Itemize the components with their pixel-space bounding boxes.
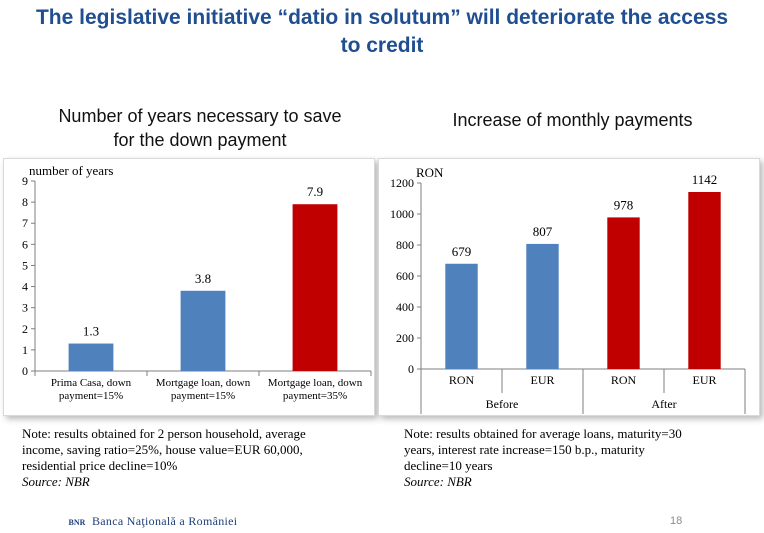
right-chart-y-tick-label: 400 bbox=[396, 300, 414, 314]
left-chart-category-label: Prima Casa, down bbox=[51, 377, 132, 389]
right-chart-y-tick-label: 600 bbox=[396, 269, 414, 283]
left-chart-data-label: 7.9 bbox=[307, 184, 323, 199]
left-chart-y-tick-label: 2 bbox=[22, 322, 28, 336]
left-chart-title-line-1: Number of years necessary to save bbox=[58, 106, 342, 126]
right-chart-data-label: 1142 bbox=[692, 172, 718, 187]
left-chart-category-label: Mortgage loan, down bbox=[156, 377, 251, 389]
right-note-line-1: Note: results obtained for average loans… bbox=[404, 426, 682, 441]
right-note-line-3: decline=10 years bbox=[404, 458, 493, 473]
right-chart-svg: 020040060080010001200RON679RON807EUR978R… bbox=[390, 165, 746, 414]
left-chart-y-tick-label: 7 bbox=[22, 216, 28, 230]
right-chart-data-label: 978 bbox=[614, 197, 634, 212]
bank-emblem-text: BNR bbox=[69, 518, 86, 527]
right-chart-category-label: EUR bbox=[693, 373, 717, 387]
left-chart-y-tick-label: 4 bbox=[22, 280, 28, 294]
left-note-line-1: Note: results obtained for 2 person hous… bbox=[22, 426, 306, 441]
bank-emblem-icon: BNR bbox=[69, 518, 86, 527]
right-note-source: Source: NBR bbox=[404, 474, 472, 489]
slide-title: The legislative initiative “datio in sol… bbox=[0, 4, 764, 60]
left-chart-category-label: payment=15% bbox=[59, 390, 123, 402]
left-chart-category-label: payment=15% bbox=[171, 390, 235, 402]
slide-title-line-1: The legislative initiative “datio in sol… bbox=[35, 6, 729, 29]
right-chart-category-label: EUR bbox=[531, 373, 555, 387]
left-note: Note: results obtained for 2 person hous… bbox=[22, 426, 372, 490]
right-chart-data-label: 679 bbox=[452, 244, 472, 259]
left-chart-bar bbox=[180, 290, 226, 371]
left-chart-title: Number of years necessary to save for th… bbox=[20, 104, 380, 152]
left-chart-title-line-2: for the down payment bbox=[113, 130, 287, 150]
left-chart-y-tick-label: 3 bbox=[22, 301, 28, 315]
left-chart-data-label: 1.3 bbox=[83, 324, 99, 339]
right-chart-y-tick-label: 200 bbox=[396, 331, 414, 345]
left-chart-y-tick-label: 1 bbox=[22, 343, 28, 357]
right-chart-title: Increase of monthly payments bbox=[395, 108, 750, 132]
slide-title-line-2: to credit bbox=[340, 34, 424, 57]
left-chart-category-label: Mortgage loan, down bbox=[268, 377, 363, 389]
right-chart-y-tick-label: 800 bbox=[396, 238, 414, 252]
right-chart-bar bbox=[688, 191, 721, 369]
left-chart-y-tick-label: 6 bbox=[22, 237, 28, 251]
left-note-line-3: residential price decline=10% bbox=[22, 458, 178, 473]
right-chart-bar bbox=[526, 243, 559, 369]
left-note-source: Source: NBR bbox=[22, 474, 90, 489]
left-chart-category-label: payment=35% bbox=[283, 390, 347, 402]
right-chart-data-label: 807 bbox=[533, 224, 553, 239]
bank-name: Banca Naţională a României bbox=[92, 513, 238, 528]
left-chart-data-label: 3.8 bbox=[195, 271, 211, 286]
right-chart-category-label: RON bbox=[449, 373, 475, 387]
page-number: 18 bbox=[670, 515, 683, 527]
right-chart-bar bbox=[445, 263, 478, 369]
right-chart-y-tick-label: 1000 bbox=[390, 207, 414, 221]
right-chart-bar bbox=[607, 217, 640, 369]
right-chart-category-label: RON bbox=[611, 373, 637, 387]
left-chart-y-tick-label: 9 bbox=[22, 174, 28, 188]
right-chart-y-axis-label: RON bbox=[416, 165, 444, 180]
right-note: Note: results obtained for average loans… bbox=[404, 426, 754, 490]
left-chart-y-tick-label: 8 bbox=[22, 195, 28, 209]
left-chart-y-tick-label: 0 bbox=[22, 364, 28, 378]
left-chart-y-axis-label: number of years bbox=[29, 163, 113, 178]
left-note-line-2: income, saving ratio=25%, house value=EU… bbox=[22, 442, 303, 457]
right-chart-group-label: Before bbox=[486, 397, 519, 411]
right-note-line-2: years, interest rate increase=150 b.p., … bbox=[404, 442, 645, 457]
left-chart-bar bbox=[292, 204, 338, 371]
right-chart-y-tick-label: 1200 bbox=[390, 176, 414, 190]
left-chart-box: 0 1 2 3 4 5 6 7 8 9 number of years 1.3 Prima Casa, … bbox=[3, 158, 375, 416]
right-chart-group-label: After bbox=[651, 397, 676, 411]
right-chart-title-line-1: Increase of monthly payments bbox=[452, 110, 693, 130]
left-chart-bar bbox=[68, 343, 114, 371]
right-chart-box: 0 200 400 600 800 1000 1200 RON 679 RON 807 EUR 978 R… bbox=[378, 158, 760, 416]
right-chart-y-tick-label: 0 bbox=[408, 362, 414, 376]
left-chart-y-tick-label: 5 bbox=[22, 258, 28, 272]
bank-logo: BNR Banca Naţională a României bbox=[68, 512, 238, 530]
